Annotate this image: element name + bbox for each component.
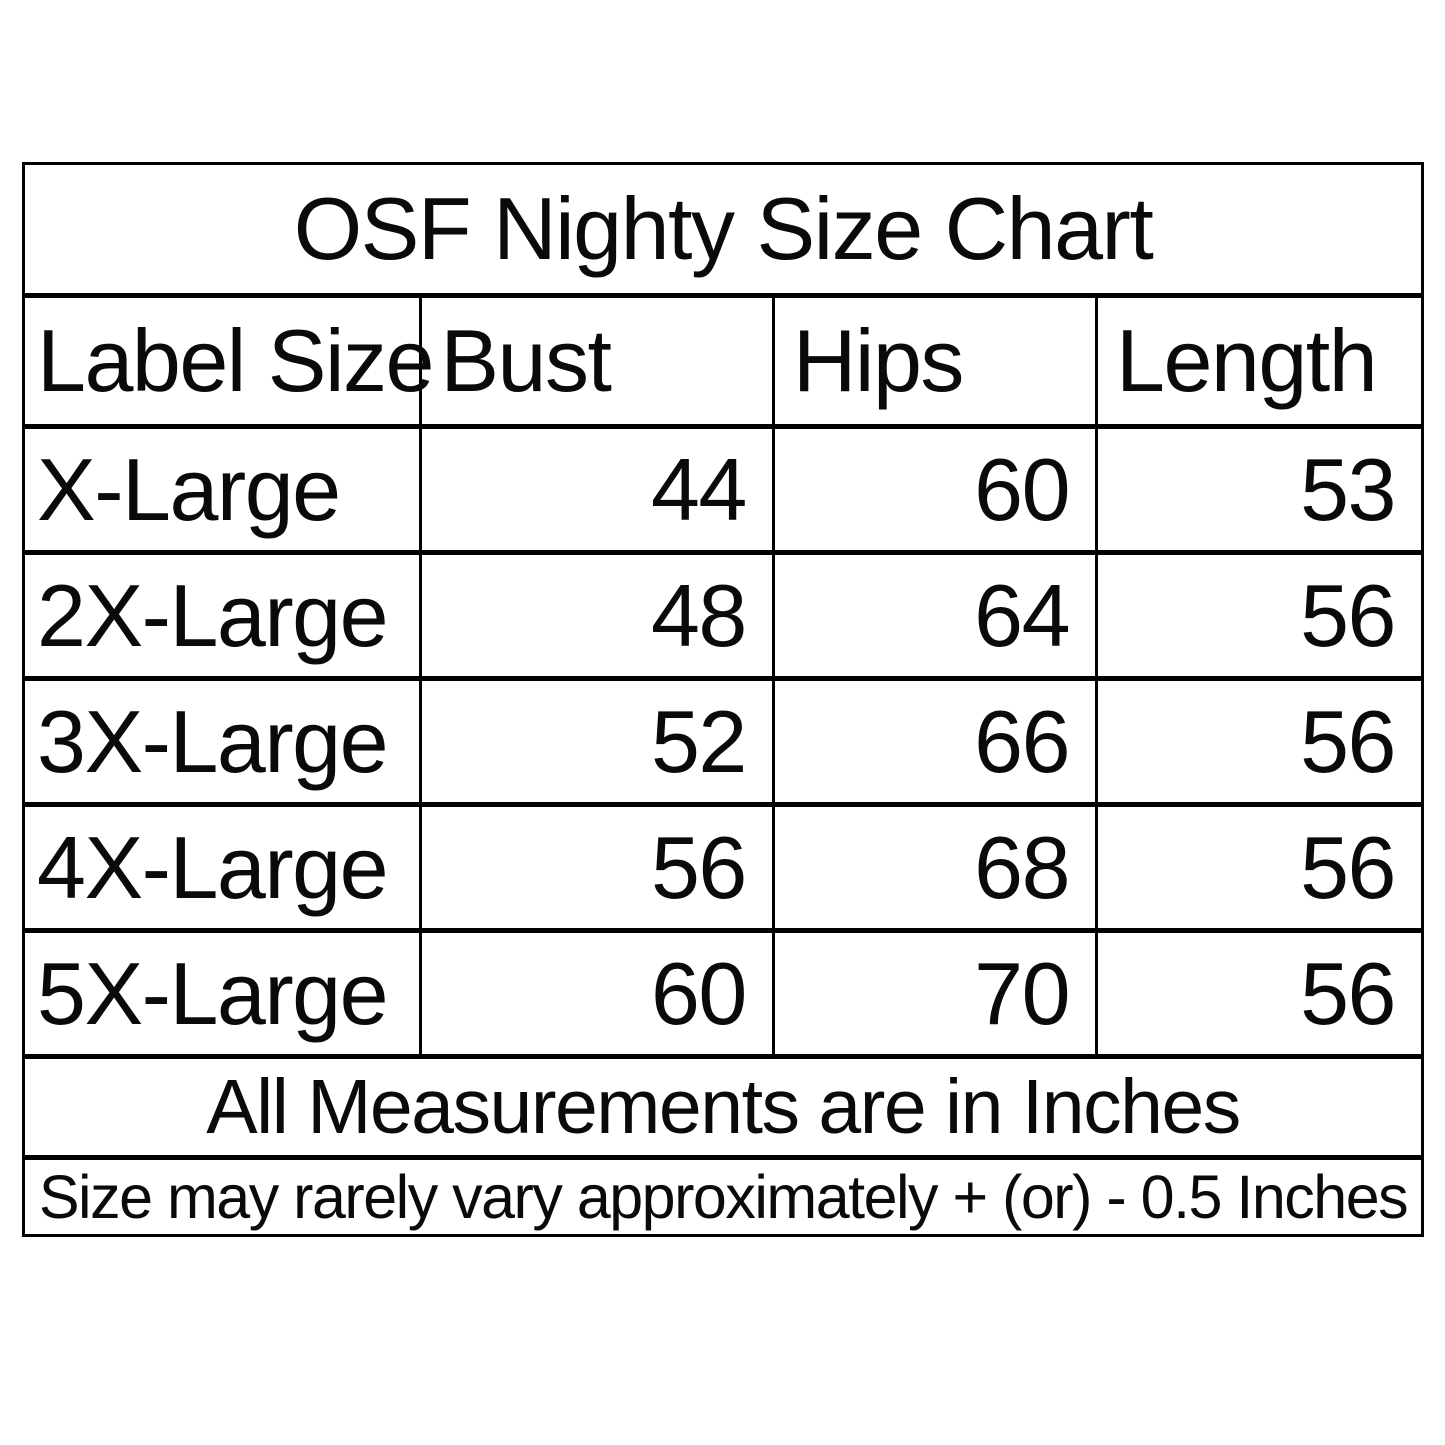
table-row: 2X-Large 48 64 56 — [21, 550, 1424, 681]
variance-note-row: Size may rarely vary approximately + (or… — [22, 1155, 1424, 1237]
cell-size-label: 5X-Large — [21, 928, 423, 1059]
col-header-label-size: Label Size — [21, 293, 434, 429]
col-header-length: Length — [1095, 293, 1424, 429]
cell-length-value: 56 — [1095, 550, 1424, 681]
cell-bust-value: 56 — [419, 802, 775, 933]
cell-hips-value: 70 — [771, 928, 1099, 1059]
size-chart-table: OSF Nighty Size Chart Label Size Bust Hi… — [21, 162, 1424, 1237]
cell-length-value: 53 — [1095, 424, 1424, 555]
cell-bust-value: 52 — [419, 676, 775, 807]
cell-size-label: 4X-Large — [21, 802, 423, 933]
header-row: Label Size Bust Hips Length — [21, 293, 1424, 429]
variance-note: Size may rarely vary approximately + (or… — [22, 1155, 1424, 1237]
cell-bust-value: 48 — [419, 550, 775, 681]
table-row: 5X-Large 60 70 56 — [21, 928, 1424, 1059]
cell-hips-value: 64 — [771, 550, 1099, 681]
cell-bust-value: 44 — [419, 424, 775, 555]
units-note: All Measurements are in Inches — [22, 1054, 1424, 1160]
col-header-hips: Hips — [771, 293, 1099, 429]
units-note-row: All Measurements are in Inches — [22, 1054, 1424, 1160]
cell-hips-value: 60 — [771, 424, 1099, 555]
cell-hips-value: 66 — [771, 676, 1099, 807]
table-row: X-Large 44 60 53 — [21, 424, 1424, 555]
cell-length-value: 56 — [1095, 928, 1424, 1059]
cell-size-label: 3X-Large — [21, 676, 423, 807]
table-row: 4X-Large 56 68 56 — [21, 802, 1424, 933]
cell-hips-value: 68 — [771, 802, 1099, 933]
cell-bust-value: 60 — [419, 928, 775, 1059]
cell-length-value: 56 — [1095, 802, 1424, 933]
cell-size-label: X-Large — [21, 424, 423, 555]
chart-title: OSF Nighty Size Chart — [22, 162, 1424, 298]
cell-length-value: 56 — [1095, 676, 1424, 807]
col-header-bust: Bust — [419, 293, 775, 429]
cell-size-label: 2X-Large — [21, 550, 423, 681]
title-row: OSF Nighty Size Chart — [22, 162, 1424, 298]
table-row: 3X-Large 52 66 56 — [21, 676, 1424, 807]
